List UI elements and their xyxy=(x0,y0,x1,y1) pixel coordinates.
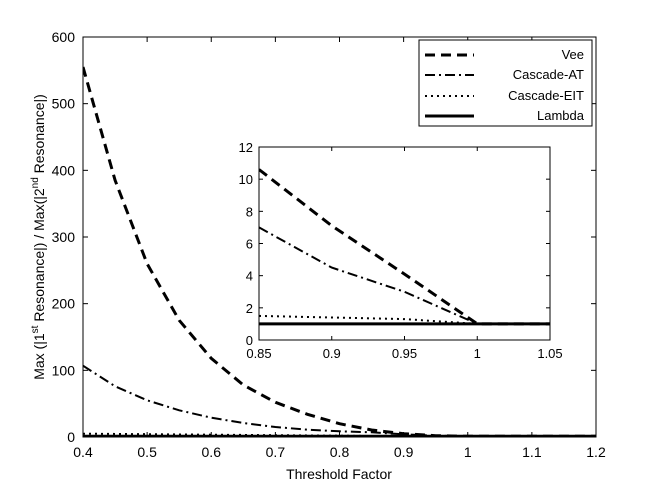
inset-y-tick-label: 4 xyxy=(246,269,253,284)
inset-x-tick-label: 0.85 xyxy=(246,346,271,361)
inset-y-tick-label: 12 xyxy=(239,140,253,155)
legend-label-lambda: Lambda xyxy=(537,108,585,123)
main-x-tick-label: 0.8 xyxy=(330,444,350,460)
inset-x-tick-label: 0.95 xyxy=(392,346,417,361)
main-series-vee xyxy=(83,66,596,437)
legend-label-cascade-eit: Cascade-EIT xyxy=(508,88,584,103)
main-y-tick-label: 500 xyxy=(52,96,76,112)
main-x-tick-label: 1 xyxy=(464,444,472,460)
main-y-tick-label: 400 xyxy=(52,162,76,178)
legend: Vee Cascade-AT Cascade-EIT Lambda xyxy=(418,39,593,127)
y-axis-label: Max (|1st Resonance|) / Max(|2nd Resonan… xyxy=(30,94,47,380)
main-x-tick-label: 0.5 xyxy=(137,444,157,460)
inset-y-tick-label: 0 xyxy=(246,333,253,348)
y-axis-label-part: Resonance|) xyxy=(31,94,47,177)
inset-chart: 0.85 0.9 0.95 1 1.05 0 2 4 6 8 10 12 xyxy=(239,140,563,361)
inset-x-tick-label: 1.05 xyxy=(537,346,562,361)
y-axis-label-part: Resonance|) / Max(|2 xyxy=(31,188,47,325)
main-y-tick-label: 100 xyxy=(52,362,76,378)
inset-y-tick-label: 10 xyxy=(239,172,253,187)
main-series-group xyxy=(83,66,596,437)
main-x-tick-label: 0.9 xyxy=(394,444,414,460)
inset-y-tick-label: 6 xyxy=(246,237,253,252)
main-chart: 0.4 0.5 0.6 0.7 0.8 0.9 1 1.1 1.2010020030040050… xyxy=(30,29,606,482)
y-axis-label-superscript: st xyxy=(30,325,41,333)
legend-label-vee: Vee xyxy=(562,47,584,62)
main-y-tick-label: 200 xyxy=(52,296,76,312)
inset-x-tick-label: 0.9 xyxy=(323,346,341,361)
main-series-cascade-at xyxy=(83,364,596,437)
inset-y-tick-label: 2 xyxy=(246,301,253,316)
y-axis-label-superscript: nd xyxy=(30,177,41,188)
main-x-tick-label: 0.6 xyxy=(202,444,222,460)
main-x-tick-label: 1.2 xyxy=(586,444,606,460)
inset-series-group xyxy=(259,168,550,326)
inset-background xyxy=(259,147,550,340)
main-axis-ticks: 0.4 0.5 0.6 0.7 0.8 0.9 1 1.1 1.2010020030040050… xyxy=(52,29,606,460)
inset-series-cascade-eit xyxy=(259,314,550,325)
x-axis-label: Threshold Factor xyxy=(286,466,392,482)
y-axis-label-part: Max (|1 xyxy=(31,333,47,380)
legend-label-cascade-at: Cascade-AT xyxy=(513,67,584,82)
main-y-tick-label: 600 xyxy=(52,29,76,45)
main-y-tick-label: 300 xyxy=(52,229,76,245)
main-y-tick-label: 0 xyxy=(67,429,75,445)
main-x-tick-label: 1.1 xyxy=(522,444,542,460)
inset-y-tick-label: 8 xyxy=(246,204,253,219)
main-x-tick-label: 0.7 xyxy=(266,444,286,460)
inset-axis-ticks: 0.85 0.9 0.95 1 1.05 0 2 4 6 8 10 12 xyxy=(239,140,563,361)
inset-x-tick-label: 1 xyxy=(474,346,481,361)
main-x-tick-label: 0.4 xyxy=(73,444,93,460)
